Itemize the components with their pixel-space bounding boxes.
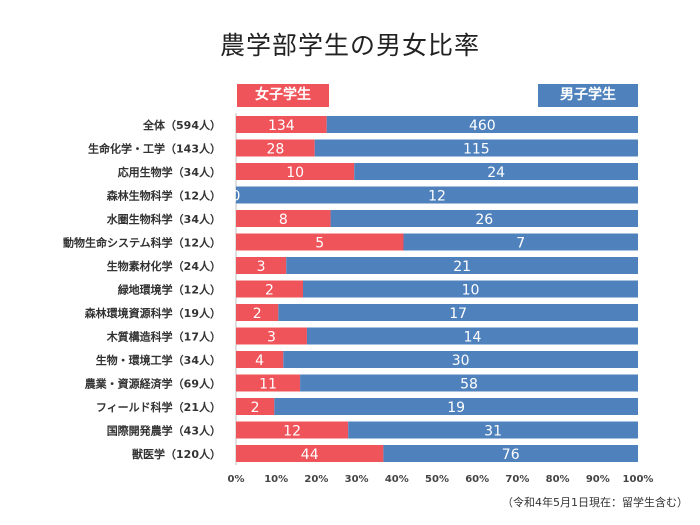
bar-male xyxy=(303,280,638,298)
x-tick-label: 100% xyxy=(623,474,654,485)
category-label: 森林生物科学（12人） xyxy=(107,189,221,203)
x-tick-label: 0% xyxy=(228,474,245,485)
value-label-male: 30 xyxy=(452,353,470,369)
value-label-male: 19 xyxy=(447,400,465,416)
bar-female xyxy=(236,398,275,415)
bar-male xyxy=(314,139,638,157)
x-tick-label: 70% xyxy=(505,474,529,485)
category-label: 動物生命システム科学（12人） xyxy=(63,236,221,250)
x-tick-label: 20% xyxy=(304,474,328,485)
x-tick-label: 60% xyxy=(465,474,489,485)
value-label-male: 14 xyxy=(464,330,482,346)
x-tick-label: 10% xyxy=(264,474,288,485)
value-label-male: 26 xyxy=(475,212,493,228)
category-label: フィールド科学（21人） xyxy=(96,400,221,414)
value-label-female: 134 xyxy=(268,118,295,134)
bar-female xyxy=(236,116,327,133)
bar-female xyxy=(236,210,331,227)
x-tick-label: 80% xyxy=(546,474,570,485)
bar-male xyxy=(274,398,638,415)
bar-female xyxy=(236,163,355,180)
category-label: 生物・環境工学（34人） xyxy=(96,353,221,367)
value-label-female: 5 xyxy=(315,236,324,252)
bar-male xyxy=(348,421,638,439)
category-label: 農業・資源経済学（69人） xyxy=(85,377,221,391)
footnote: （令和4年5月1日現在：留学生含む） xyxy=(502,496,688,509)
category-label: 生物素材化学（24人） xyxy=(107,259,221,273)
bar-male xyxy=(383,445,638,462)
value-label-male: 24 xyxy=(487,165,505,181)
bar-male xyxy=(300,374,638,392)
bar-female xyxy=(236,327,307,345)
value-label-male: 31 xyxy=(484,424,502,440)
category-label: 木質構造科学（17人） xyxy=(106,330,221,344)
bar-male xyxy=(236,186,638,204)
value-label-female: 12 xyxy=(283,424,301,440)
x-tick-label: 90% xyxy=(586,474,610,485)
bar-male xyxy=(283,351,638,368)
value-label-male: 76 xyxy=(502,447,520,463)
bar-male xyxy=(278,304,638,321)
value-label-female: 3 xyxy=(257,259,266,275)
value-label-male: 21 xyxy=(453,259,471,275)
value-label-female: 11 xyxy=(259,377,277,393)
value-label-female: 0 xyxy=(232,189,241,205)
value-label-female: 2 xyxy=(253,306,262,322)
category-label: 国際開発農学（43人） xyxy=(107,424,221,438)
value-label-female: 28 xyxy=(266,142,284,158)
bar-female xyxy=(236,139,315,157)
bar-male xyxy=(306,327,638,345)
bar-female xyxy=(236,445,384,462)
bar-male xyxy=(354,163,638,180)
value-label-male: 12 xyxy=(428,189,446,205)
value-label-male: 10 xyxy=(462,283,480,299)
bar-male xyxy=(326,116,638,133)
legend-male: 男子学生 xyxy=(538,84,638,107)
value-label-male: 17 xyxy=(449,306,467,322)
value-label-female: 2 xyxy=(251,400,260,416)
value-label-female: 8 xyxy=(279,212,288,228)
value-label-female: 10 xyxy=(286,165,304,181)
value-label-male: 460 xyxy=(469,118,496,134)
category-label: 全体（594人） xyxy=(142,118,221,132)
bar-female xyxy=(236,374,301,392)
bar-female xyxy=(236,304,279,321)
bar-female xyxy=(236,421,349,439)
page-title: 農学部学生の男女比率 xyxy=(219,31,480,60)
bar-male xyxy=(403,233,638,251)
bar-female xyxy=(236,351,284,368)
value-label-female: 44 xyxy=(301,447,319,463)
category-label: 応用生物学（34人） xyxy=(118,165,221,179)
bar-female xyxy=(236,257,287,274)
bar-female xyxy=(236,280,303,298)
category-label: 生命化学・工学（143人） xyxy=(88,142,221,156)
value-label-male: 115 xyxy=(463,142,490,158)
value-label-male: 7 xyxy=(516,236,525,252)
value-label-female: 4 xyxy=(255,353,264,369)
legend-female: 女子学生 xyxy=(237,84,329,107)
value-label-female: 3 xyxy=(267,330,276,346)
x-tick-label: 40% xyxy=(385,474,409,485)
x-tick-label: 50% xyxy=(425,474,449,485)
category-label: 緑地環境学（12人） xyxy=(118,283,221,297)
category-label: 水圏生物科学（34人） xyxy=(107,212,221,226)
bar-female xyxy=(236,233,404,251)
value-label-female: 2 xyxy=(265,283,274,299)
category-label: 獣医学（120人） xyxy=(132,447,221,461)
x-tick-label: 30% xyxy=(345,474,369,485)
bar-male xyxy=(330,210,638,227)
value-label-male: 58 xyxy=(460,377,478,393)
bar-male xyxy=(286,257,638,274)
category-label: 森林環境資源科学（19人） xyxy=(85,306,221,320)
